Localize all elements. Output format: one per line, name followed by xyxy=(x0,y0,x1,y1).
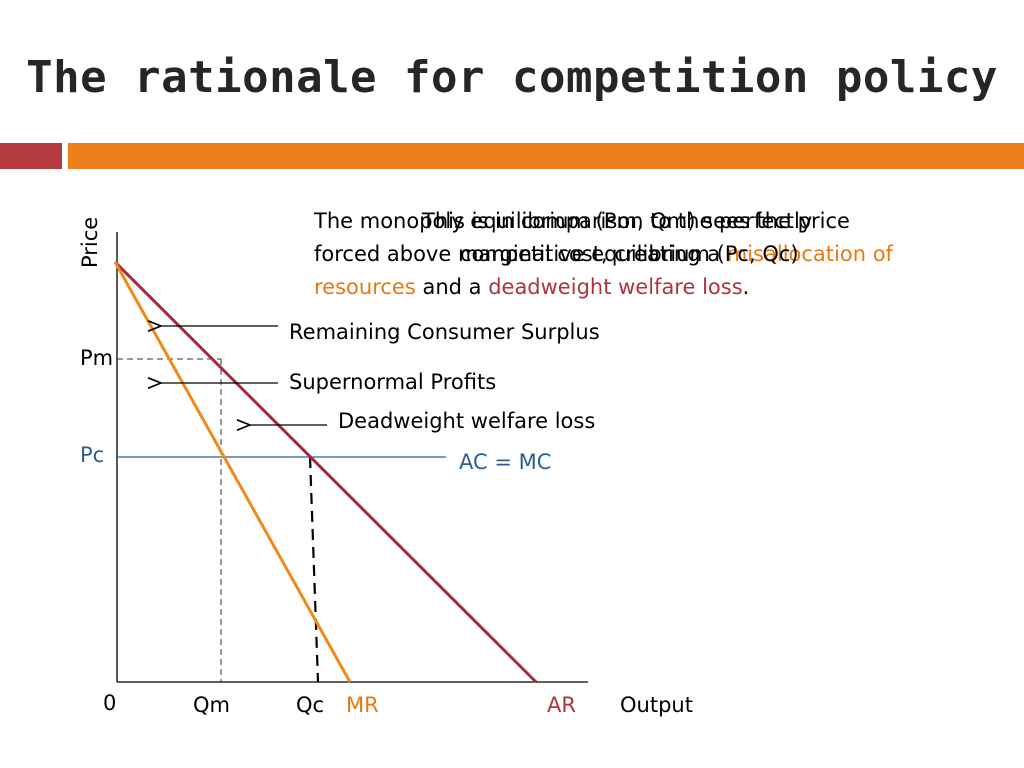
qc-tick-label: Qc xyxy=(296,693,325,717)
explanation-period: . xyxy=(742,275,750,299)
x-axis-label: Output xyxy=(620,693,693,717)
qc-dashed-line xyxy=(308,456,320,683)
title-underline-red xyxy=(0,143,62,169)
deadweight-loss-label: Deadweight welfare loss xyxy=(338,409,596,433)
origin-label: 0 xyxy=(103,691,117,715)
ar-demand-curve xyxy=(113,260,538,684)
explanation-text: This is in comparison to the perfectly T… xyxy=(314,205,994,304)
explanation-line-1: The monopoly equilibrium (Pm, Qm) sees t… xyxy=(314,209,850,233)
supernormal-profits-label: Supernormal Profits xyxy=(289,370,497,394)
misallocation-highlight: misallocation of xyxy=(726,242,893,266)
resources-highlight: resources xyxy=(314,275,416,299)
explanation-overlay-line-2: competitive equilibrium (Pc, Qc) xyxy=(460,242,799,266)
pm-tick-label: Pm xyxy=(80,346,114,370)
title-underline-orange xyxy=(68,143,1024,169)
consumer-surplus-label: Remaining Consumer Surplus xyxy=(289,320,600,344)
ar-curve-label: AR xyxy=(547,693,576,717)
qm-tick-label: Qm xyxy=(193,693,230,717)
explanation-line-2-text: forced above marginal cost, creating a xyxy=(314,242,727,266)
mr-curve-label: MR xyxy=(346,693,379,717)
deadweight-highlight: deadweight welfare loss xyxy=(488,275,743,299)
explanation-line-2: forced above marginal cost, creating a m… xyxy=(314,238,994,271)
pc-tick-label: Pc xyxy=(80,443,105,467)
explanation-line-3-text: and a xyxy=(415,275,489,299)
y-axis-label: Price xyxy=(78,216,102,268)
mr-curve xyxy=(113,261,352,683)
ac-mc-label: AC = MC xyxy=(459,450,552,474)
explanation-overlay-line: This is in comparison to the perfectly xyxy=(422,209,813,233)
slide-title: The rationale for competition policy xyxy=(26,52,998,103)
explanation-line-3: resources and a deadweight welfare loss. xyxy=(314,271,994,304)
